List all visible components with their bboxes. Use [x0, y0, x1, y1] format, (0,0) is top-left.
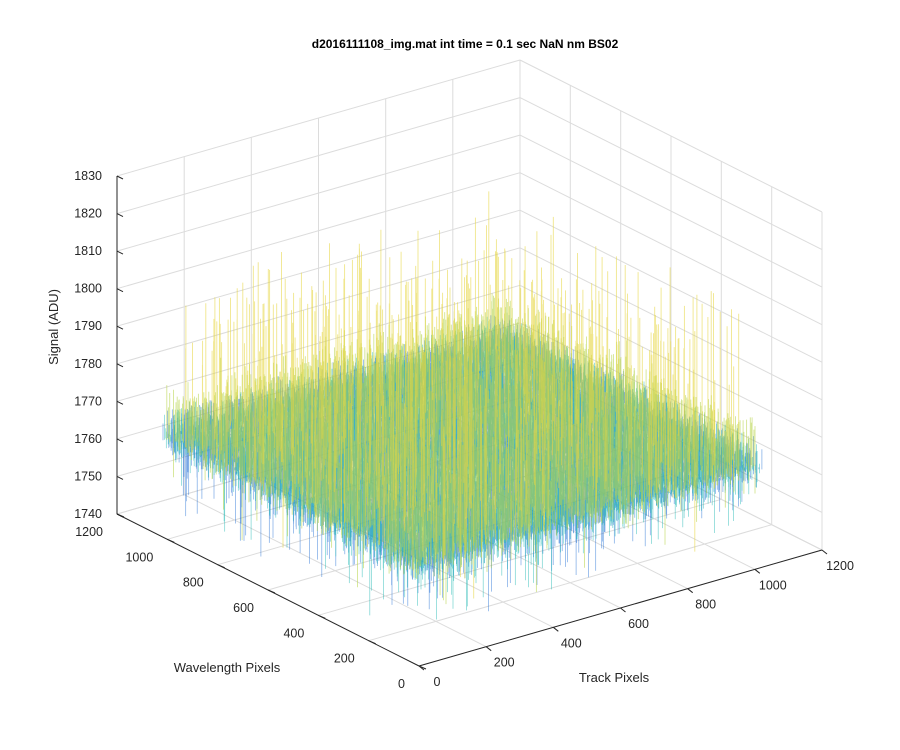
x-tick-label: 600: [628, 617, 649, 631]
grid-line: [519, 97, 823, 251]
z-tick: [116, 475, 124, 480]
z-tick-label: 1810: [74, 244, 102, 258]
z-tick-label: 1790: [74, 319, 102, 333]
z-tick: [116, 400, 124, 405]
x-tick-label: 0: [434, 675, 441, 689]
x-tick: [687, 588, 694, 594]
x-tick: [620, 607, 626, 613]
z-tick-label: 1770: [74, 394, 102, 408]
z-tick-label: 1800: [74, 282, 102, 296]
y-tick-label: 600: [233, 601, 254, 615]
x-tick: [485, 646, 492, 652]
surface-plot-surface: [162, 191, 763, 620]
z-tick: [116, 213, 124, 218]
x-axis-label: Track Pixels: [579, 670, 650, 685]
grid-line: [116, 209, 521, 327]
z-tick-label: 1740: [74, 507, 102, 521]
grid-line: [519, 209, 823, 363]
z-tick: [116, 438, 124, 443]
y-tick-label: 800: [183, 576, 204, 590]
z-tick: [116, 363, 124, 368]
axes: [116, 175, 828, 671]
y-tick: [167, 538, 175, 543]
y-tick: [418, 665, 427, 670]
x-tick: [754, 568, 761, 574]
surface-strands: [185, 191, 740, 599]
x-tick: [552, 626, 559, 632]
grid-line: [116, 59, 521, 177]
z-tick: [116, 513, 124, 518]
z-tick: [116, 288, 124, 293]
y-tick-label: 400: [283, 626, 304, 640]
y-tick-label: 200: [334, 652, 355, 666]
y-axis-label: Wavelength Pixels: [174, 660, 281, 675]
grid-line: [368, 524, 772, 642]
x-tick-label: 200: [494, 656, 515, 670]
grid-line: [519, 172, 823, 326]
grid-line: [116, 284, 521, 402]
grid-line: [116, 172, 521, 290]
grid-line: [519, 247, 823, 401]
y-tick: [267, 589, 276, 594]
x-tick-label: 1000: [759, 578, 787, 592]
x-tick-label: 400: [561, 636, 582, 650]
grid-line: [116, 247, 521, 365]
z-axis-label: Signal (ADU): [46, 289, 61, 365]
y-tick-label: 1200: [75, 525, 103, 539]
z-tick-label: 1750: [74, 469, 102, 483]
grid-line: [116, 97, 521, 215]
y-tick-label: 0: [398, 677, 405, 691]
chart-title: d2016111108_img.mat int time = 0.1 sec N…: [312, 37, 619, 51]
y-tick: [217, 564, 225, 569]
z-tick-label: 1760: [74, 432, 102, 446]
y-tick: [318, 614, 326, 619]
z-tick-label: 1830: [74, 169, 102, 183]
z-tick-label: 1780: [74, 357, 102, 371]
grid-line: [116, 134, 521, 252]
y-tick: [368, 640, 376, 645]
tick-labels: 0 200 400 600 800 1000 1200 0 200 400 600 800 1000 12…: [74, 169, 854, 691]
grid-line: [519, 134, 823, 288]
grid-line: [519, 59, 823, 213]
x-tick-label: 800: [695, 598, 716, 612]
z-tick: [116, 175, 124, 180]
z-tick: [116, 325, 124, 330]
x-tick: [821, 549, 828, 555]
grid-line: [318, 498, 722, 616]
y-tick-label: 1000: [125, 550, 153, 564]
z-tick-label: 1820: [74, 207, 102, 221]
z-tick: [116, 250, 124, 255]
x-tick-label: 1200: [826, 559, 854, 573]
